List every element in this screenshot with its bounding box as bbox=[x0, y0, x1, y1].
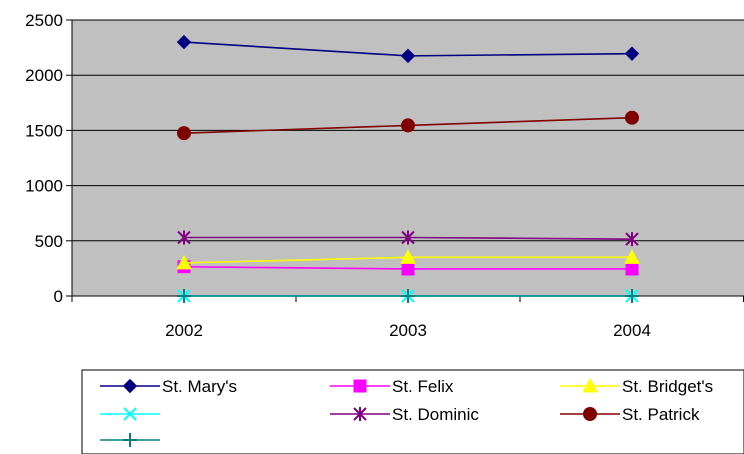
data-point bbox=[353, 407, 367, 421]
data-point bbox=[401, 230, 415, 245]
data-point bbox=[625, 289, 639, 303]
series bbox=[177, 110, 639, 141]
legend-item: St. Dominic bbox=[330, 405, 479, 424]
data-point bbox=[624, 46, 640, 61]
series bbox=[177, 230, 639, 247]
y-tick-label: 2500 bbox=[25, 11, 63, 30]
data-point bbox=[176, 34, 192, 50]
legend-item: St. Mary's bbox=[100, 377, 237, 396]
data-point bbox=[582, 377, 598, 393]
data-point bbox=[401, 289, 415, 303]
x-tick-label: 2002 bbox=[165, 321, 203, 340]
data-point bbox=[583, 407, 597, 421]
data-point bbox=[400, 48, 416, 64]
y-tick-label: 500 bbox=[35, 232, 63, 251]
legend-label: St. Patrick bbox=[622, 405, 700, 424]
legend-box bbox=[81, 369, 744, 454]
legend-item bbox=[100, 433, 160, 447]
legend-item: St. Felix bbox=[330, 377, 454, 396]
y-tick-labels: 0 500 1000 1500 2000 2500 bbox=[25, 11, 63, 306]
x-tick-label: 2003 bbox=[389, 321, 427, 340]
data-point bbox=[176, 254, 192, 270]
data-point bbox=[353, 379, 367, 393]
legend-item bbox=[100, 407, 160, 421]
data-point bbox=[401, 262, 415, 276]
y-tick-label: 1000 bbox=[25, 177, 63, 196]
x-tick-label: 2004 bbox=[613, 321, 651, 340]
data-point bbox=[401, 118, 415, 133]
data-point bbox=[123, 433, 137, 447]
data-point bbox=[625, 232, 639, 247]
legend-label: St. Dominic bbox=[392, 405, 479, 424]
data-point bbox=[122, 378, 138, 394]
legend: St. Mary's St. Felix St. Bridget's St. Domi… bbox=[81, 369, 744, 454]
data-point bbox=[624, 249, 640, 264]
legend-item: St. Patrick bbox=[560, 405, 700, 424]
legend-label: St. Mary's bbox=[162, 377, 237, 396]
legend-label: St. Bridget's bbox=[622, 377, 713, 396]
series bbox=[176, 34, 640, 64]
y-tick-label: 2000 bbox=[25, 66, 63, 85]
data-point bbox=[177, 126, 191, 141]
data-point bbox=[400, 249, 416, 264]
legend-label: St. Felix bbox=[392, 377, 454, 396]
data-point bbox=[177, 289, 191, 303]
data-point bbox=[123, 407, 137, 421]
legend-item: St. Bridget's bbox=[560, 377, 713, 396]
y-tick-label: 0 bbox=[54, 287, 63, 306]
data-point bbox=[625, 110, 639, 125]
series-group bbox=[176, 34, 640, 303]
x-tick-labels: 2002 2003 2004 bbox=[165, 321, 651, 340]
y-tick-label: 1500 bbox=[25, 121, 63, 140]
data-point bbox=[625, 262, 639, 276]
series bbox=[177, 289, 639, 303]
series bbox=[176, 249, 640, 270]
data-point bbox=[177, 230, 191, 245]
